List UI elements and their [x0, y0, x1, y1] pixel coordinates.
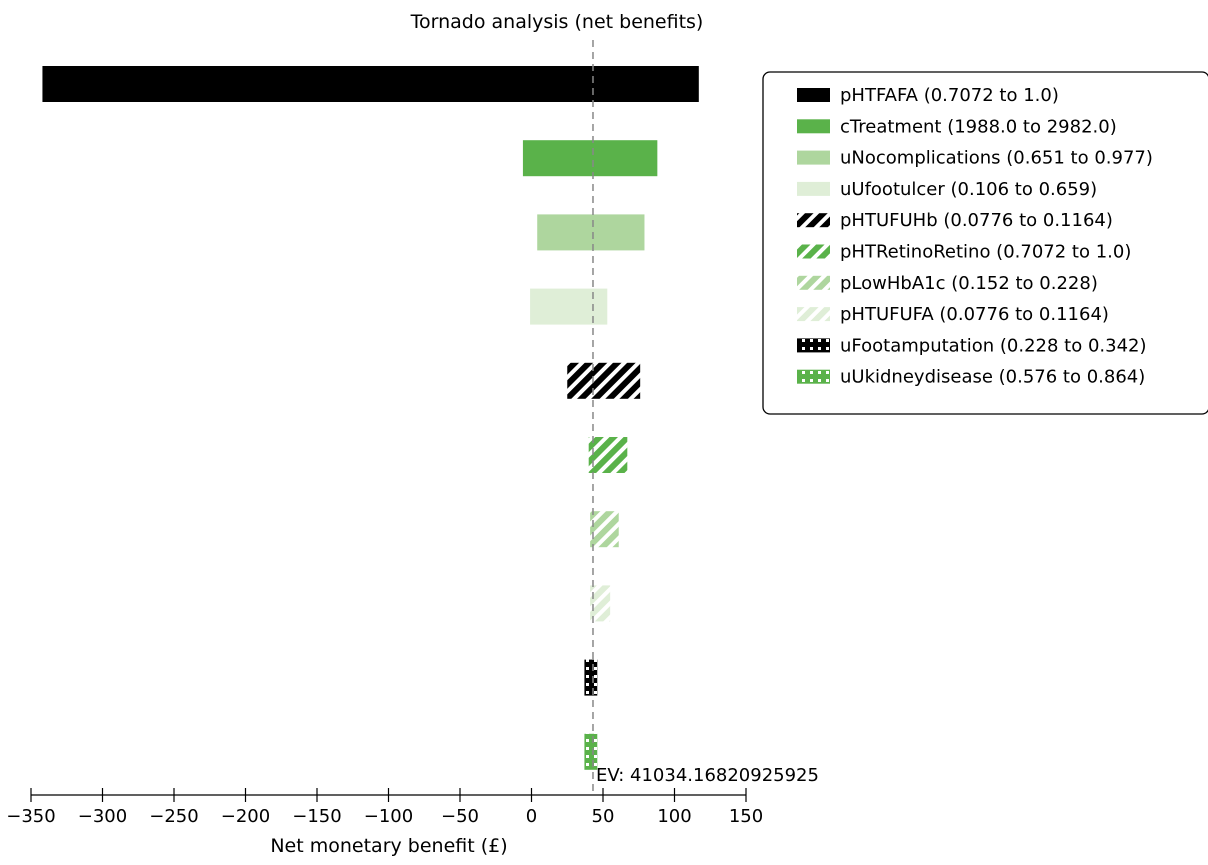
bar-6 [590, 511, 619, 548]
x-axis: −350 −300 −250 −200 −150 −100 −50 0 50 100 150 [6, 788, 763, 827]
x-tick-label: 100 [657, 806, 691, 827]
legend-label-5: pHTRetinoRetino (0.7072 to 1.0) [840, 242, 1131, 263]
legend-label-9: uUkidneydisease (0.576 to 0.864) [840, 367, 1145, 388]
legend-label-2: uNocomplications (0.651 to 0.977) [840, 148, 1153, 169]
bar-2 [537, 214, 645, 251]
legend-swatch-5 [797, 244, 830, 259]
legend-label-7: pHTUFUFA (0.0776 to 0.1164) [840, 304, 1109, 325]
bar-3 [530, 288, 608, 325]
legend-swatch-9 [797, 369, 830, 384]
x-tick-label: −300 [78, 806, 127, 827]
ev-label: EV: 41034.16820925925 [596, 765, 819, 786]
legend: pHTFAFA (0.7072 to 1.0) cTreatment (1988.… [762, 71, 1208, 415]
x-tick-label: −150 [292, 806, 341, 827]
legend-label-8: uFootamputation (0.228 to 0.342) [840, 335, 1147, 356]
x-tick-label: 150 [729, 806, 763, 827]
x-tick-label: 0 [526, 806, 537, 827]
legend-swatch-2 [797, 150, 830, 165]
x-tick-label: 50 [592, 806, 615, 827]
legend-swatch-6 [797, 275, 830, 290]
bar-1 [522, 140, 658, 177]
legend-swatch-8 [797, 338, 830, 353]
legend-label-6: pLowHbA1c (0.152 to 0.228) [840, 273, 1098, 294]
x-tick-label: −50 [441, 806, 479, 827]
legend-swatch-7 [797, 307, 830, 322]
bar-9 [584, 733, 598, 770]
legend-label-0: pHTFAFA (0.7072 to 1.0) [840, 85, 1059, 106]
bar-8 [584, 659, 598, 696]
legend-label-1: cTreatment (1988.0 to 2982.0) [840, 116, 1117, 137]
bar-4 [567, 362, 641, 399]
legend-swatch-3 [797, 181, 830, 196]
chart-title: Tornado analysis (net benefits) [410, 11, 704, 33]
legend-swatch-1 [797, 119, 830, 134]
legend-swatch-4 [797, 213, 830, 228]
bar-0 [42, 66, 699, 102]
x-tick-label: −100 [364, 806, 413, 827]
legend-swatch-0 [797, 88, 830, 102]
x-axis-label: Net monetary benefit (£) [270, 835, 507, 857]
x-tick-label: −350 [6, 806, 55, 827]
bar-5 [588, 437, 628, 473]
bars-group [42, 66, 699, 770]
legend-label-3: uUfootulcer (0.106 to 0.659) [840, 179, 1097, 200]
legend-box [762, 71, 1208, 415]
x-tick-label: −200 [221, 806, 270, 827]
legend-label-4: pHTUFUHb (0.0776 to 0.1164) [840, 210, 1113, 231]
x-tick-label: −250 [149, 806, 198, 827]
bar-7 [590, 585, 611, 622]
